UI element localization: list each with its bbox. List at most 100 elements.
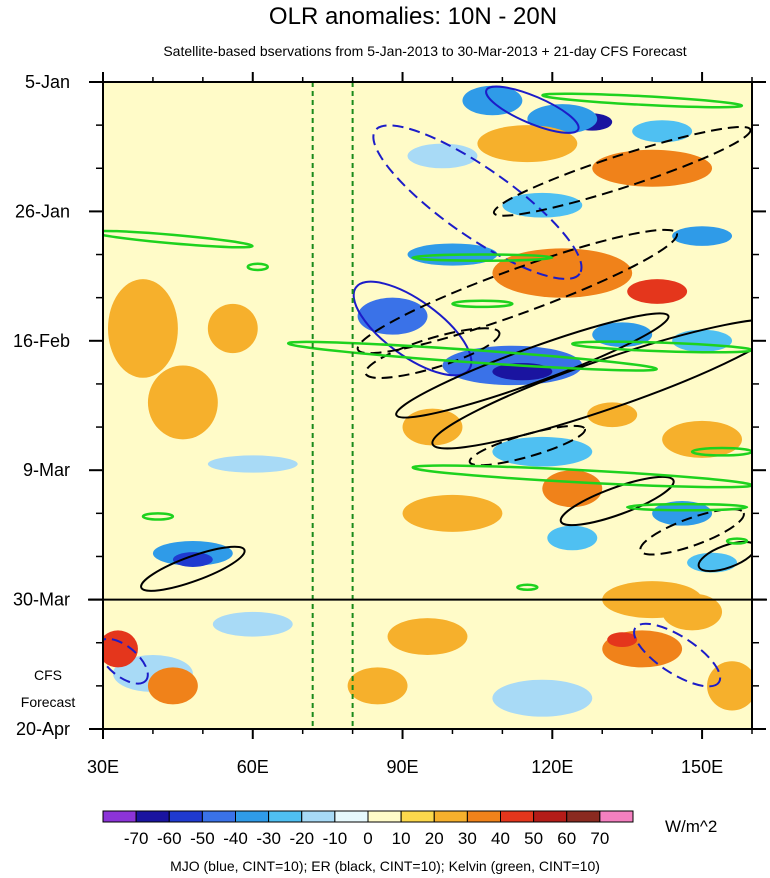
er-contour-5 bbox=[492, 125, 752, 217]
anomaly-blob-38 bbox=[103, 630, 138, 668]
kelvin-contour-20 bbox=[286, 340, 658, 372]
colorbar-level-label-9: 20 bbox=[425, 829, 444, 848]
colorbar-swatch-4 bbox=[235, 810, 270, 823]
anomaly-blob-39 bbox=[147, 667, 198, 705]
er-contour-13 bbox=[697, 540, 752, 573]
colorbar-swatch-5 bbox=[268, 810, 303, 823]
colorbar-unit: W/m^2 bbox=[665, 817, 717, 836]
er-contour-14 bbox=[140, 545, 246, 592]
anomaly-blob-37 bbox=[387, 618, 468, 656]
anomaly-blob-15 bbox=[652, 501, 713, 526]
mjo-contour-0 bbox=[485, 85, 580, 134]
anomaly-blob-18 bbox=[172, 552, 213, 567]
y-tick-label-4: 30-Mar bbox=[13, 590, 70, 610]
colorbar-swatch-3 bbox=[201, 810, 236, 823]
plot-frame bbox=[102, 81, 753, 730]
anomaly-blob-41 bbox=[707, 661, 752, 711]
forecast-label-line1: CFS bbox=[34, 667, 62, 683]
anomaly-blob-5 bbox=[502, 192, 583, 218]
anomaly-blob-29 bbox=[147, 365, 218, 440]
forecast-label-line2: Forecast bbox=[21, 694, 76, 710]
anomaly-blob-24 bbox=[592, 149, 713, 187]
anomaly-blob-6 bbox=[672, 226, 733, 246]
y-tick-label-1: 26-Jan bbox=[15, 201, 70, 221]
x-axis: 30E 60E 90E 120E 150E bbox=[87, 72, 753, 777]
colorbar-level-label-8: 10 bbox=[392, 829, 411, 848]
colorbar-swatch-15 bbox=[599, 810, 634, 823]
colorbar-swatch-11 bbox=[466, 810, 501, 823]
kelvin-contour-15 bbox=[541, 92, 744, 109]
anomaly-blob-43 bbox=[587, 402, 638, 428]
er-contour-10 bbox=[468, 424, 587, 467]
anomaly-blob-28 bbox=[207, 303, 258, 354]
colorbar-swatch-8 bbox=[367, 810, 402, 823]
anomaly-blob-20 bbox=[212, 611, 293, 637]
colorbar-level-label-12: 50 bbox=[524, 829, 543, 848]
anomaly-blob-3 bbox=[632, 120, 693, 143]
colorbar: -70 -60 -50 -40 -30 -20 -10 0 10 20 30 40 50 60 70 bbox=[102, 810, 634, 848]
y-tick-label-3: 9-Mar bbox=[23, 460, 70, 480]
kelvin-contour-26 bbox=[725, 537, 749, 545]
er-contour-6 bbox=[356, 228, 679, 355]
anomaly-blob-31 bbox=[542, 470, 603, 508]
colorbar-swatch-6 bbox=[301, 810, 336, 823]
colorbar-level-label-10: 30 bbox=[458, 829, 477, 848]
colorbar-level-label-6: -10 bbox=[323, 829, 348, 848]
kelvin-contour-16 bbox=[103, 229, 254, 249]
colorbar-swatch-1 bbox=[135, 810, 170, 823]
x-tick-label-2: 90E bbox=[387, 757, 419, 777]
colorbar-swatch-13 bbox=[533, 810, 568, 823]
anomaly-blob-32 bbox=[402, 494, 503, 532]
contour-legend: MJO (blue, CINT=10); ER (black, CINT=10)… bbox=[170, 858, 600, 874]
er-contour-12 bbox=[639, 508, 745, 556]
er-contour-8 bbox=[395, 312, 670, 419]
anomaly-blob-14 bbox=[207, 455, 298, 473]
colorbar-level-label-3: -40 bbox=[223, 829, 248, 848]
x-tick-label-4: 150E bbox=[681, 757, 723, 777]
anomaly-blob-30 bbox=[402, 408, 463, 446]
x-tick-label-1: 60E bbox=[237, 757, 269, 777]
anomaly-blob-26 bbox=[627, 279, 688, 304]
colorbar-swatch-14 bbox=[566, 810, 601, 823]
er-contour-11 bbox=[559, 475, 675, 527]
colorbar-swatch-12 bbox=[500, 810, 535, 823]
anomaly-blob-8 bbox=[357, 297, 428, 335]
kelvin-contour-25 bbox=[625, 502, 749, 512]
anomaly-blob-34 bbox=[662, 593, 723, 631]
anomaly-blob-12 bbox=[672, 329, 733, 352]
kelvin-contour-19 bbox=[451, 299, 514, 309]
anomaly-blob-27 bbox=[107, 279, 178, 378]
colorbar-level-label-14: 70 bbox=[590, 829, 609, 848]
colorbar-level-label-0: -70 bbox=[124, 829, 149, 848]
er-contour-7 bbox=[364, 327, 501, 379]
colorbar-level-label-7: 0 bbox=[363, 829, 372, 848]
anomaly-blob-22 bbox=[492, 679, 593, 717]
y-tick-label-2: 16-Feb bbox=[13, 331, 70, 351]
y-tick-label-5: 20-Apr bbox=[16, 719, 70, 739]
mjo-contour-3 bbox=[103, 637, 149, 685]
colorbar-swatch-0 bbox=[102, 810, 137, 823]
kelvin-contour-24 bbox=[141, 512, 175, 521]
mjo-contour-1 bbox=[372, 124, 583, 280]
anomaly-blob-42 bbox=[662, 420, 743, 458]
colorbar-level-label-4: -30 bbox=[256, 829, 281, 848]
colorbar-level-label-1: -60 bbox=[157, 829, 182, 848]
y-axis: 5-Jan 26-Jan 16-Feb 9-Mar 30-Mar 20-Apr bbox=[13, 72, 766, 739]
anomaly-blob-4 bbox=[407, 143, 478, 169]
x-tick-label-3: 120E bbox=[531, 757, 573, 777]
colorbar-level-label-2: -50 bbox=[190, 829, 215, 848]
anomaly-blob-16 bbox=[547, 525, 598, 551]
colorbar-swatch-10 bbox=[433, 810, 468, 823]
kelvin-contour-18 bbox=[246, 262, 269, 272]
colorbar-swatch-2 bbox=[168, 810, 203, 823]
x-tick-label-0: 30E bbox=[87, 757, 119, 777]
colorbar-level-label-11: 40 bbox=[491, 829, 510, 848]
mjo-contour-4 bbox=[633, 622, 722, 688]
chart-title: OLR anomalies: 10N - 20N bbox=[269, 3, 557, 30]
anomaly-blob-40 bbox=[347, 667, 408, 705]
anomaly-blob-36 bbox=[607, 632, 638, 648]
kelvin-contour-17 bbox=[411, 253, 554, 262]
anomaly-blob-19 bbox=[687, 552, 738, 573]
colorbar-swatch-9 bbox=[400, 810, 435, 823]
